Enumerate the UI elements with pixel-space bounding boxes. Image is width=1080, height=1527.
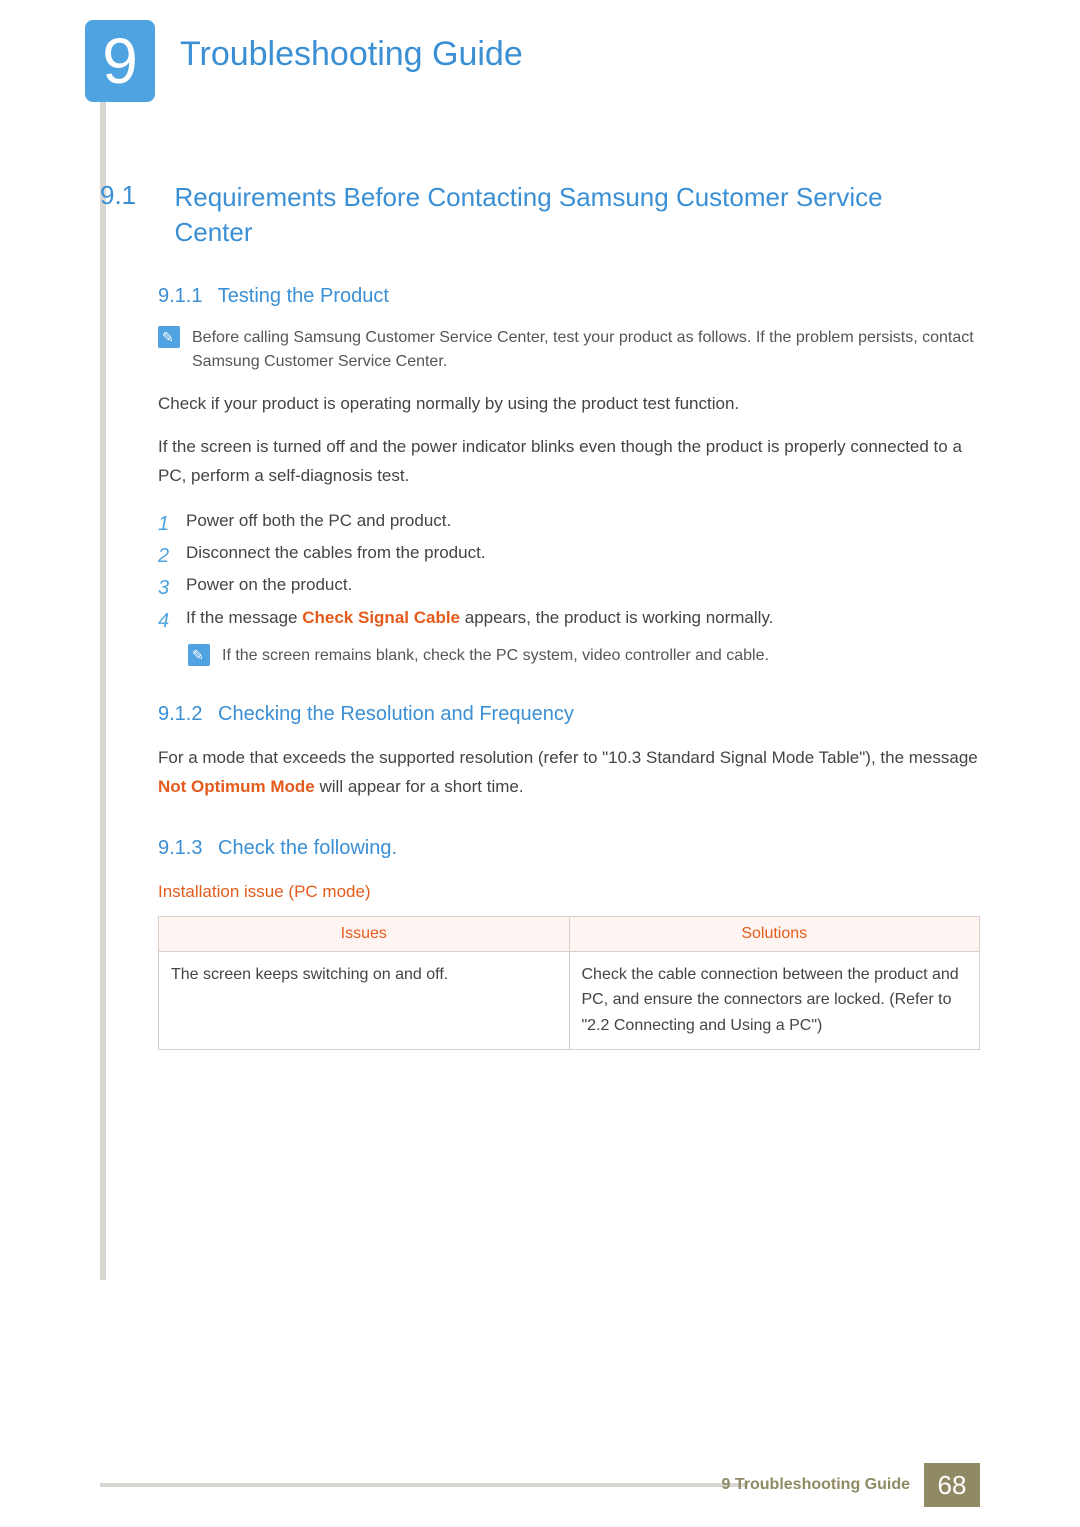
body-paragraph: For a mode that exceeds the supported re… [158,744,980,802]
body-paragraph: Check if your product is operating norma… [158,390,980,419]
step-item: 1Power off both the PC and product. [158,505,980,537]
note-block-inner: If the screen remains blank, check the P… [188,644,980,668]
footer-label: 9 Troubleshooting Guide [722,1476,910,1494]
note-text: If the screen remains blank, check the P… [222,644,769,668]
content-area: 9.1 Requirements Before Contacting Samsu… [100,180,980,1050]
section-title: Requirements Before Contacting Samsung C… [174,180,964,250]
subsection-number: 9.1.1 [158,285,202,307]
text-pre: For a mode that exceeds the supported re… [158,748,978,767]
step-highlight: Check Signal Cable [302,608,460,627]
table-title: Installation issue (PC mode) [158,882,980,902]
issues-table: Issues Solutions The screen keeps switch… [158,916,980,1050]
table-header-solutions: Solutions [569,916,980,951]
subsection-heading: 9.1.1 Testing the Product [158,285,980,308]
subsection-title: Check the following. [218,837,397,859]
step-number: 4 [158,602,169,640]
step-text: Power off both the PC and product. [186,511,451,530]
body-paragraph: If the screen is turned off and the powe… [158,433,980,491]
subsection-title: Checking the Resolution and Frequency [218,703,574,725]
note-block: Before calling Samsung Customer Service … [158,326,980,374]
step-item: 3Power on the product. [158,569,980,601]
chapter-title: Troubleshooting Guide [180,35,523,74]
note-icon [188,644,210,666]
note-text: Before calling Samsung Customer Service … [192,326,980,374]
step-text-post: appears, the product is working normally… [460,608,773,627]
step-item: 2Disconnect the cables from the product. [158,537,980,569]
subsection-number: 9.1.2 [158,703,202,725]
footer-strip: 9 Troubleshooting Guide 68 [722,1463,980,1507]
table-header-issues: Issues [159,916,570,951]
footer-bar [100,1483,748,1487]
subsection-heading: 9.1.3 Check the following. [158,837,980,860]
subsection-title: Testing the Product [218,285,389,307]
table-cell-solution: Check the cable connection between the p… [569,951,980,1049]
step-item: 4 If the message Check Signal Cable appe… [158,602,980,634]
subsection-testing-product: 9.1.1 Testing the Product Before calling… [158,285,980,668]
text-highlight: Not Optimum Mode [158,777,315,796]
step-text: Power on the product. [186,575,352,594]
subsection-heading: 9.1.2 Checking the Resolution and Freque… [158,703,980,726]
note-icon [158,326,180,348]
page-footer: 9 Troubleshooting Guide 68 [0,1463,1080,1507]
text-post: will appear for a short time. [315,777,524,796]
chapter-number-badge: 9 [85,20,155,102]
steps-list: 1Power off both the PC and product. 2Dis… [158,505,980,634]
footer-page-number: 68 [924,1463,980,1507]
step-text: Disconnect the cables from the product. [186,543,486,562]
table-row: The screen keeps switching on and off. C… [159,951,980,1049]
subsection-number: 9.1.3 [158,837,202,859]
section-number: 9.1 [100,180,170,211]
table-cell-issue: The screen keeps switching on and off. [159,951,570,1049]
subsection-check-following: 9.1.3 Check the following. Installation … [158,837,980,1050]
step-text-pre: If the message [186,608,302,627]
section-heading: 9.1 Requirements Before Contacting Samsu… [100,180,980,250]
subsection-resolution-frequency: 9.1.2 Checking the Resolution and Freque… [158,703,980,802]
